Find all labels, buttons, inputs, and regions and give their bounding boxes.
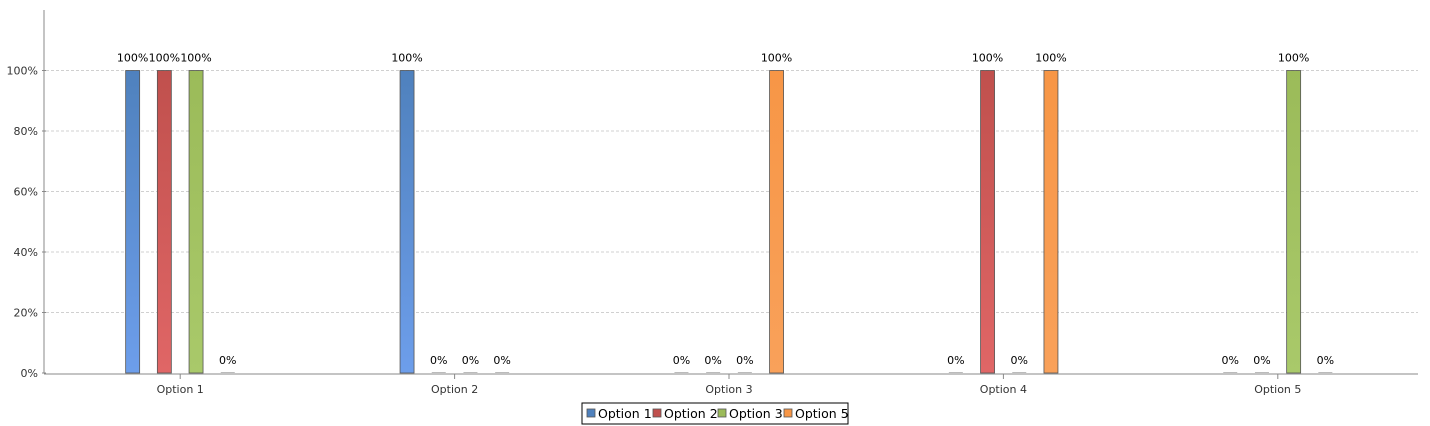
x-tick-label: Option 2 [431, 383, 478, 396]
bar-0-0 [125, 70, 141, 374]
legend-swatch-3 [783, 408, 793, 418]
data-label: 0% [736, 354, 753, 367]
data-label: 0% [673, 354, 690, 367]
data-label: 100% [761, 52, 792, 65]
legend-box [581, 402, 849, 425]
legend-label-0: Option 1 [598, 406, 652, 421]
data-label: 0% [1253, 354, 1270, 367]
data-label: 0% [704, 354, 721, 367]
data-label: 0% [493, 354, 510, 367]
bar-0-1 [156, 70, 172, 374]
y-tick-label: 0% [21, 367, 38, 380]
legend-swatch-0 [586, 408, 596, 418]
data-label: 0% [1222, 354, 1239, 367]
data-label: 0% [462, 354, 479, 367]
axes: 0% 20% 40% 60% 80% 100% Option 1 Option 2 Option… [7, 10, 1418, 396]
data-label: 100% [391, 52, 422, 65]
x-tick-label: Option 5 [1254, 383, 1301, 396]
data-label: 0% [219, 354, 236, 367]
data-label: 0% [1011, 354, 1028, 367]
x-tick-label: Option 4 [980, 383, 1027, 396]
x-tick-label: Option 1 [157, 383, 204, 396]
bar-2-3 [769, 70, 784, 374]
legend: Option 1 Option 2 Option 3 Option 5 [581, 402, 849, 425]
data-label: 100% [1035, 52, 1066, 65]
y-tick-label: 20% [14, 307, 38, 320]
data-label: 100% [149, 52, 180, 65]
legend-swatch-1 [652, 408, 662, 418]
bar-4-2 [1286, 70, 1302, 374]
grid-lines [46, 70, 1418, 313]
data-label: 100% [117, 52, 148, 65]
data-labels: 100% 100% 100%0%100%0% 0% 0% 0% 0% 0%100%0%100%… [117, 52, 1334, 368]
y-tick-label: 40% [14, 246, 38, 259]
bar-3-3 [1043, 70, 1059, 374]
x-tick-label: Option 3 [705, 383, 752, 396]
data-label: 0% [1317, 354, 1334, 367]
bar-3-1 [980, 70, 995, 374]
bar-1-0 [399, 70, 415, 374]
y-tick-label: 100% [7, 65, 38, 78]
data-label: 0% [947, 354, 964, 367]
data-label: 0% [430, 354, 447, 367]
data-label: 100% [180, 52, 211, 65]
legend-label-1: Option 2 [664, 406, 718, 421]
legend-label-2: Option 3 [729, 406, 783, 421]
bar-0-2 [188, 70, 204, 374]
data-label: 100% [1278, 52, 1309, 65]
legend-swatch-2 [717, 408, 727, 418]
data-label: 100% [972, 52, 1003, 65]
legend-label-3: Option 5 [795, 406, 849, 421]
bars [125, 70, 1333, 374]
y-tick-label: 60% [14, 186, 38, 199]
y-tick-label: 80% [14, 125, 38, 138]
